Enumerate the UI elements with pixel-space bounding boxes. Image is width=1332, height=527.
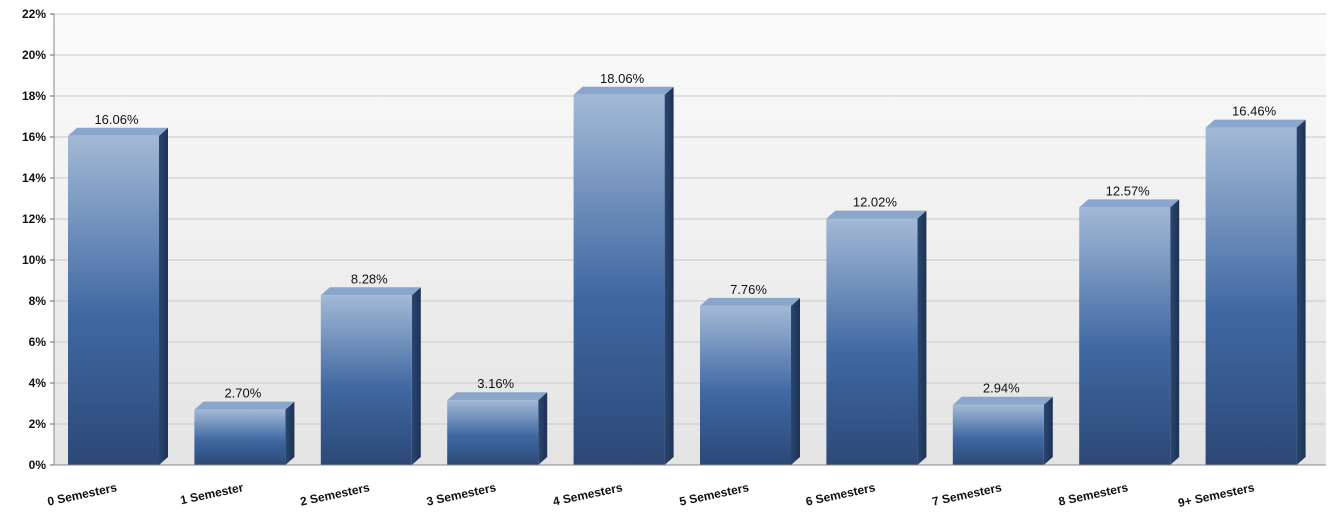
bar-top bbox=[826, 210, 927, 219]
bar: 16.06% bbox=[68, 112, 168, 466]
data-label: 18.06% bbox=[600, 71, 645, 86]
bar-side bbox=[1170, 199, 1180, 465]
x-tick-label: 1 Semester bbox=[179, 480, 245, 507]
y-tick-label: 18% bbox=[22, 89, 46, 103]
x-tick-label: 4 Semesters bbox=[552, 480, 624, 508]
data-label: 2.70% bbox=[224, 386, 261, 401]
bar-side bbox=[791, 297, 800, 465]
bar-front bbox=[447, 400, 539, 465]
bar-top bbox=[320, 287, 421, 296]
bar-top bbox=[952, 396, 1053, 405]
data-label: 7.76% bbox=[730, 282, 767, 297]
y-tick-label: 10% bbox=[22, 253, 46, 267]
data-label: 16.06% bbox=[94, 112, 139, 127]
x-tick-label: 7 Semesters bbox=[931, 480, 1003, 508]
bar: 3.16% bbox=[447, 376, 548, 465]
bar-side bbox=[411, 287, 421, 465]
bar-side bbox=[159, 127, 168, 466]
y-tick-label: 12% bbox=[22, 212, 46, 226]
bar: 2.70% bbox=[194, 386, 295, 465]
y-tick-label: 16% bbox=[22, 130, 46, 144]
x-tick-label: 9+ Semesters bbox=[1177, 480, 1256, 510]
y-tick-label: 6% bbox=[29, 335, 47, 349]
bar: 12.02% bbox=[826, 195, 927, 465]
bar-front bbox=[573, 94, 665, 466]
x-tick-label: 2 Semesters bbox=[299, 480, 371, 508]
y-tick-label: 14% bbox=[22, 171, 46, 185]
bar: 18.06% bbox=[573, 71, 674, 466]
bar-front bbox=[826, 218, 918, 465]
x-tick-label: 5 Semesters bbox=[678, 480, 750, 508]
bar-front bbox=[700, 305, 791, 465]
bar-side bbox=[1296, 119, 1306, 465]
bar-top bbox=[1079, 199, 1180, 208]
y-tick-label: 2% bbox=[29, 417, 47, 431]
data-label: 2.94% bbox=[983, 381, 1020, 396]
bar-top bbox=[68, 127, 168, 136]
bar-top bbox=[447, 392, 548, 401]
y-tick-label: 20% bbox=[22, 48, 46, 62]
y-axis: 0% 2% 4% 6% 8% 10% 12% 14% 16% 18% 20% 22% bbox=[22, 7, 55, 472]
x-tick-label: 6 Semesters bbox=[804, 480, 876, 508]
x-tick-label: 3 Semesters bbox=[425, 480, 497, 508]
bar: 7.76% bbox=[700, 282, 800, 465]
data-label: 12.57% bbox=[1106, 183, 1151, 198]
bar-front bbox=[1205, 127, 1297, 465]
data-label: 16.46% bbox=[1232, 104, 1277, 119]
x-axis: 0 Semesters 1 Semester 2 Semesters 3 Semest… bbox=[46, 464, 1326, 510]
bar: 16.46% bbox=[1205, 104, 1306, 465]
y-tick-label: 22% bbox=[22, 7, 46, 21]
x-tick-label: 0 Semesters bbox=[46, 480, 118, 508]
x-tick-label: 8 Semesters bbox=[1057, 480, 1129, 508]
bar-top bbox=[573, 86, 674, 95]
bar-top bbox=[194, 401, 295, 410]
gridlines bbox=[54, 13, 1326, 466]
bar-side bbox=[285, 401, 295, 465]
bar-side bbox=[1043, 396, 1053, 465]
bar-front bbox=[320, 295, 412, 465]
data-label: 12.02% bbox=[853, 195, 898, 210]
bar-top bbox=[700, 297, 800, 306]
bar-front bbox=[194, 409, 286, 465]
bar-side bbox=[664, 86, 674, 466]
bar-top bbox=[1205, 119, 1306, 128]
bar: 8.28% bbox=[320, 271, 421, 465]
data-label: 8.28% bbox=[351, 271, 388, 286]
bar-front bbox=[952, 404, 1044, 465]
y-tick-label: 8% bbox=[29, 294, 47, 308]
bar-side bbox=[917, 210, 927, 465]
bars: 16.06% 2.70% 8.28% 3.16% 18.06% 7.76% 12.02% 2.… bbox=[68, 71, 1306, 466]
data-label: 3.16% bbox=[477, 376, 514, 391]
y-tick-label: 0% bbox=[29, 458, 47, 472]
bar-front bbox=[68, 135, 159, 465]
y-tick-label: 4% bbox=[29, 376, 47, 390]
bar-side bbox=[538, 392, 548, 465]
bar-front bbox=[1079, 207, 1171, 465]
bar: 2.94% bbox=[952, 381, 1053, 465]
bar: 12.57% bbox=[1079, 183, 1180, 465]
